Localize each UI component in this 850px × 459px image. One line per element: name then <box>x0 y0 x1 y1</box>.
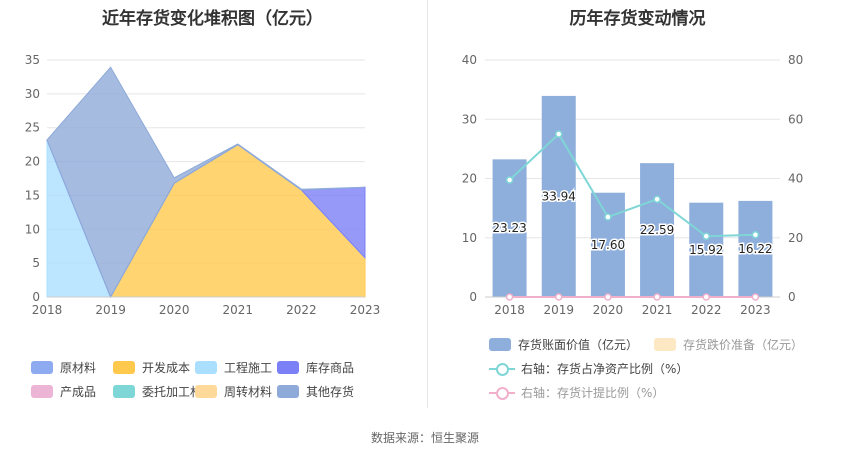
left-y-tick-label: 0 <box>32 290 40 304</box>
right-x-tick-label: 2023 <box>740 303 771 317</box>
data-source-note: 数据来源：恒生聚源 <box>370 431 479 445</box>
area-其他存货 <box>46 66 366 299</box>
right-x-tick-label: 2019 <box>543 303 574 317</box>
bar-data-label: 33.94 <box>542 189 576 203</box>
right-y-tick-label: 20 <box>462 172 477 186</box>
line-point <box>702 293 710 301</box>
right-y-tick-label: 10 <box>462 231 477 245</box>
legend-swatch <box>489 386 515 400</box>
legend-swatch <box>113 361 135 374</box>
legend-label: 工程施工 <box>224 361 273 375</box>
line-point <box>604 213 612 221</box>
legend-label: 存货账面价值（亿元） <box>518 338 639 352</box>
legend-swatch <box>277 361 299 374</box>
panel-divider <box>427 0 428 408</box>
legend-label: 右轴：存货计提比例（%） <box>521 386 665 400</box>
right-x-tick-label: 2018 <box>494 303 525 317</box>
legend-label: 库存商品 <box>306 361 355 375</box>
left-legend-item[interactable]: 周转材料 <box>195 383 272 400</box>
right-x-tick-label: 2020 <box>593 303 624 317</box>
bar-inventory-value <box>541 95 576 297</box>
right-y-tick-label: 0 <box>469 290 477 304</box>
left-x-tick-label: 2020 <box>159 303 190 317</box>
bar-data-label: 17.60 <box>591 238 625 252</box>
legend-swatch <box>31 385 53 398</box>
bar-data-label: 16.22 <box>738 242 772 256</box>
left-legend-item[interactable]: 库存商品 <box>277 359 354 376</box>
left-legend-item[interactable]: 开发成本 <box>113 359 190 376</box>
legend-label: 原材料 <box>60 361 97 375</box>
bar-data-label: 22.59 <box>640 223 674 237</box>
right-y2-tick-label: 20 <box>788 231 803 245</box>
legend-label: 周转材料 <box>224 385 273 399</box>
legend-swatch <box>489 338 511 351</box>
bar-inventory-value <box>640 163 675 297</box>
line-point <box>751 231 760 239</box>
left-legend-item[interactable]: 产成品 <box>31 383 96 400</box>
legend-swatch <box>113 385 135 398</box>
line-point <box>751 293 760 301</box>
left-x-tick-label: 2019 <box>95 303 126 317</box>
left-x-tick-label: 2021 <box>223 303 254 317</box>
right-x-tick-label: 2021 <box>642 303 673 317</box>
left-y-tick-label: 10 <box>25 222 40 236</box>
bar-inventory-value <box>738 200 773 297</box>
right-chart-title: 历年存货变动情况 <box>569 9 706 29</box>
right-y-tick-label: 40 <box>462 53 477 67</box>
right-y2-tick-label: 0 <box>788 290 796 304</box>
bar-data-label: 15.92 <box>689 243 723 257</box>
right-legend-item[interactable]: 存货跌价准备（亿元） <box>654 336 803 353</box>
line-point <box>555 293 563 301</box>
right-y2-tick-label: 80 <box>788 53 803 67</box>
right-legend-item[interactable]: 存货账面价值（亿元） <box>489 336 638 353</box>
line-point <box>505 293 514 301</box>
legend-label: 其他存货 <box>306 385 355 399</box>
legend-swatch <box>31 361 53 374</box>
left-x-tick-label: 2018 <box>32 303 63 317</box>
bar-inventory-value <box>590 192 625 297</box>
left-y-tick-label: 30 <box>25 87 40 101</box>
line-point <box>555 130 563 138</box>
right-y2-tick-label: 60 <box>788 112 803 126</box>
line-point <box>505 176 514 184</box>
left-y-tick-label: 25 <box>25 121 40 135</box>
legend-label: 产成品 <box>60 385 97 399</box>
legend-swatch <box>195 361 217 374</box>
legend-label: 右轴：存货占净资产比例（%） <box>521 362 689 376</box>
legend-label: 开发成本 <box>142 361 191 375</box>
left-legend-item[interactable]: 工程施工 <box>195 359 272 376</box>
line-右轴：存货占净资产比例（%） <box>508 132 756 238</box>
left-y-tick-label: 5 <box>32 256 40 270</box>
right-legend-item[interactable]: 右轴：存货占净资产比例（%） <box>489 360 688 377</box>
left-y-tick-label: 20 <box>25 155 40 169</box>
bar-data-label: 23.23 <box>492 221 526 235</box>
line-point <box>604 293 612 301</box>
left-legend-item[interactable]: 原材料 <box>31 359 96 376</box>
legend-swatch <box>195 385 217 398</box>
bar-inventory-value <box>689 202 724 297</box>
legend-label: 存货跌价准备（亿元） <box>683 338 804 352</box>
line-point <box>702 232 710 241</box>
right-legend-item[interactable]: 右轴：存货计提比例（%） <box>489 384 664 401</box>
legend-swatch <box>277 385 299 398</box>
left-x-tick-label: 2023 <box>350 303 381 317</box>
line-point <box>653 293 661 301</box>
left-legend-item[interactable]: 其他存货 <box>277 383 354 400</box>
line-point <box>653 195 661 203</box>
left-y-tick-label: 15 <box>25 188 40 202</box>
right-x-tick-label: 2022 <box>691 303 722 317</box>
left-x-tick-label: 2022 <box>286 303 317 317</box>
left-y-tick-label: 35 <box>25 53 40 67</box>
right-y-tick-label: 30 <box>462 112 477 126</box>
right-y2-tick-label: 40 <box>788 172 803 186</box>
legend-swatch <box>654 338 676 351</box>
left-chart-title: 近年存货变化堆积图（亿元） <box>102 9 323 29</box>
legend-swatch <box>489 362 515 376</box>
